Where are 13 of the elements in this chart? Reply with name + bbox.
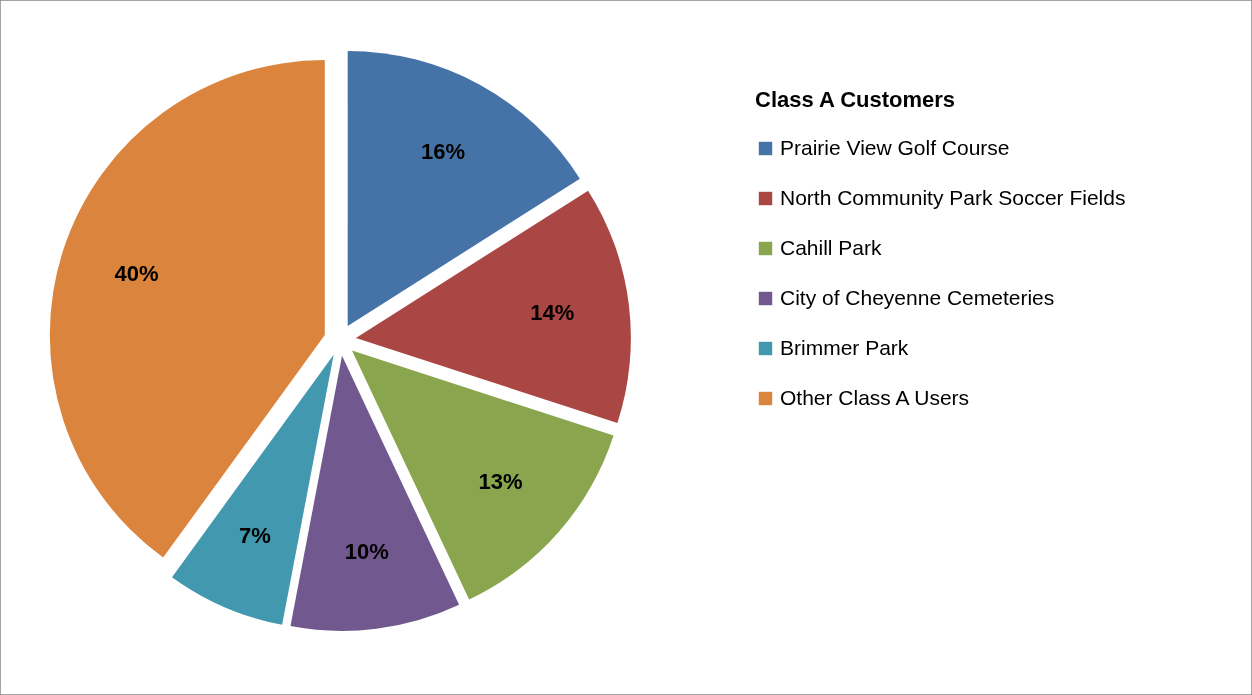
data-label: 14%: [530, 300, 575, 326]
legend-title: Class A Customers: [755, 87, 956, 112]
legend-label: Cahill Park: [780, 235, 883, 259]
legend-label: Brimmer Park: [780, 335, 909, 359]
legend-label: Prairie View Golf Course: [780, 135, 1010, 159]
data-label: 7%: [239, 523, 271, 549]
legend-label: North Community Park Soccer Fields: [780, 185, 1126, 209]
legend-label: Other Class A Users: [780, 385, 970, 409]
legend-label: City of Cheyenne Cemeteries: [780, 285, 1055, 309]
data-label: 13%: [478, 468, 523, 494]
data-label: 10%: [344, 539, 389, 565]
data-label: 40%: [114, 260, 159, 286]
data-label: 16%: [421, 139, 466, 165]
